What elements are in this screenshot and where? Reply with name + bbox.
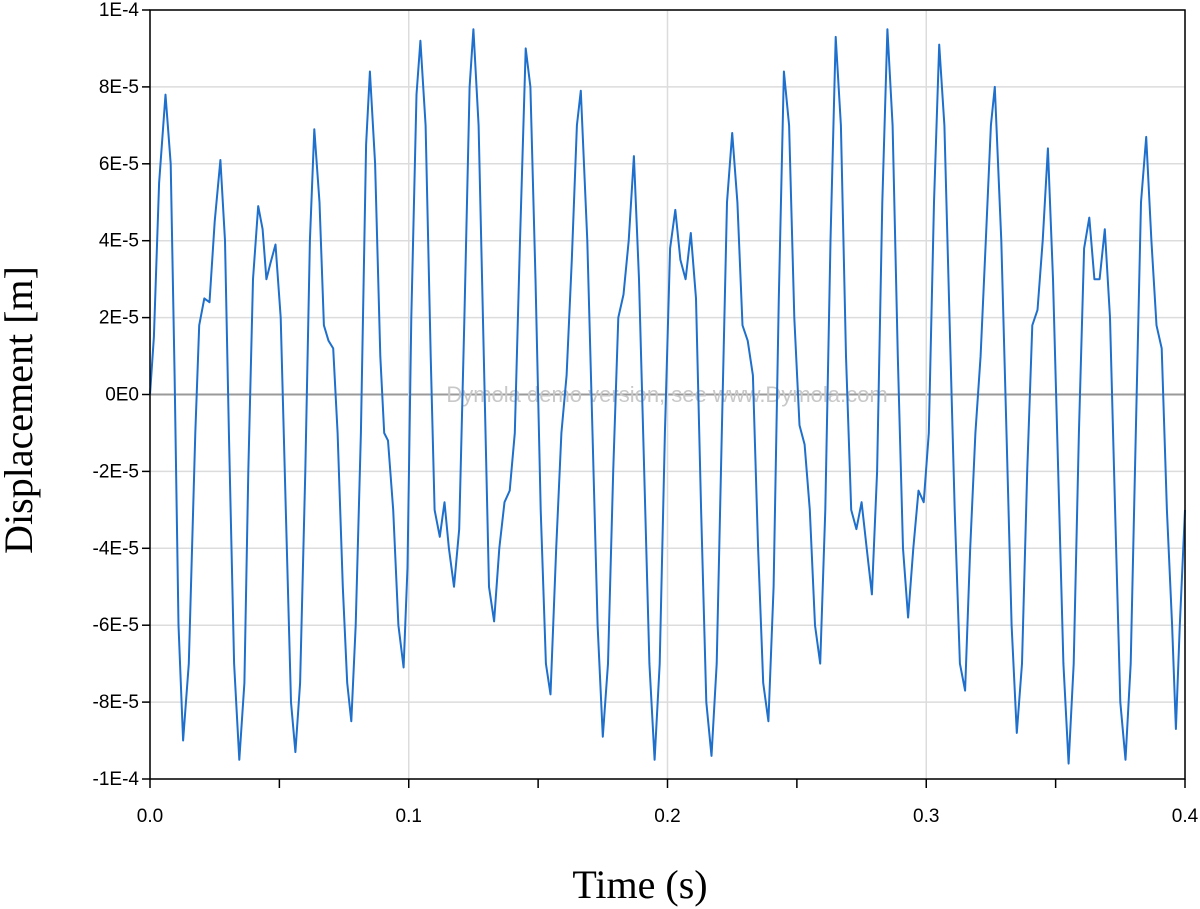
y-tick-label: 1E-4 <box>99 0 140 21</box>
x-tick-labels: 0.0 0.1 0.2 0.3 0.4 <box>137 806 1199 827</box>
series-layer <box>149 28 1186 765</box>
y-tick-label: -4E-5 <box>93 538 139 559</box>
x-tick-label: 0.3 <box>913 806 939 827</box>
x-tick-label: 0.4 <box>1172 806 1199 827</box>
x-tick-label: 0.1 <box>396 806 422 827</box>
y-tick-label: -2E-5 <box>93 461 139 482</box>
y-tick-label: 2E-5 <box>99 308 139 329</box>
y-tick-label: -6E-5 <box>93 615 139 636</box>
plot-frame <box>149 9 1186 780</box>
y-axis-title: Displacement [m] <box>0 266 41 554</box>
series-line <box>149 28 1186 765</box>
y-tick-label: -8E-5 <box>93 692 139 713</box>
tick-marks <box>142 9 1186 788</box>
y-tick-labels: 1E-4 8E-5 6E-5 4E-5 2E-5 0E0 -2E-5 -4E-5 -6E-5 -8… <box>93 0 140 790</box>
y-tick-label: 6E-5 <box>99 154 139 175</box>
y-tick-label: 8E-5 <box>99 77 139 98</box>
x-tick-label: 0.0 <box>137 806 163 827</box>
y-tick-label: -1E-4 <box>93 769 140 790</box>
y-tick-label: 0E0 <box>105 385 139 406</box>
y-tick-label: 4E-5 <box>99 231 139 252</box>
x-tick-label: 0.2 <box>654 806 680 827</box>
x-axis-title: Time (s) <box>572 862 707 907</box>
